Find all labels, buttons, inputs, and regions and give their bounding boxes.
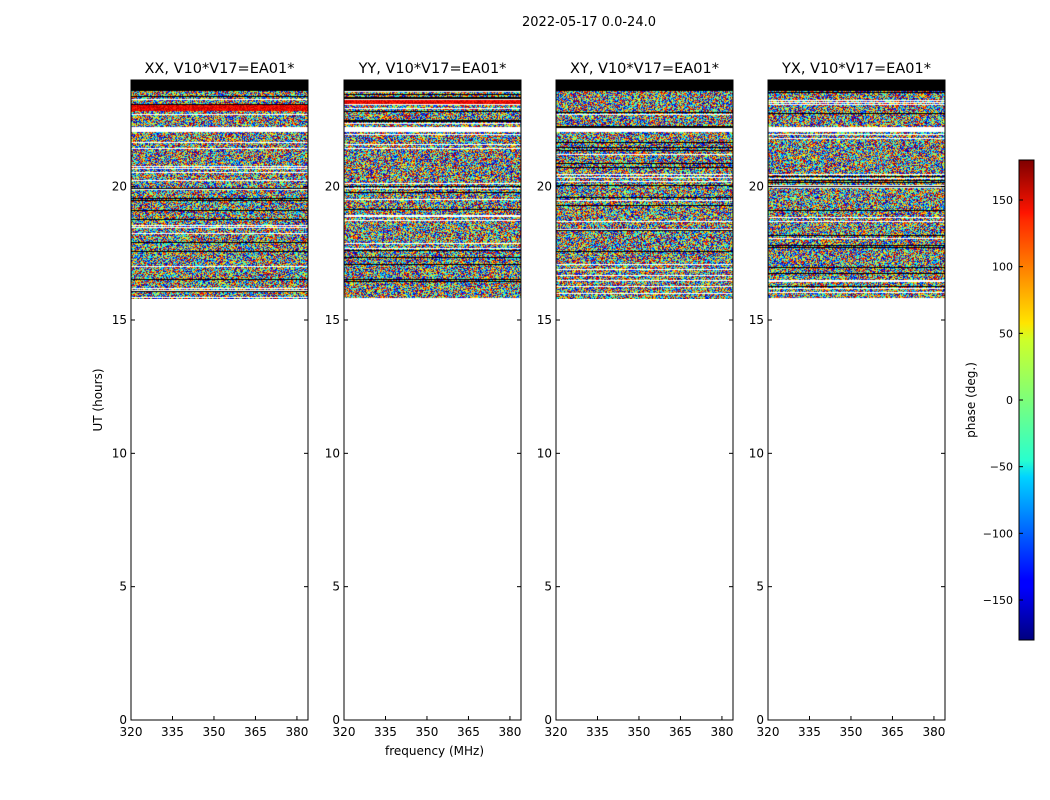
x-axis-label: frequency (MHz)	[385, 744, 484, 758]
figure-title: 2022-05-17 0.0-24.0	[522, 15, 656, 30]
colorbar-tick-label: 0	[1006, 394, 1013, 407]
heatmap-image-2	[344, 80, 521, 299]
y-tick-label: 10	[325, 446, 340, 460]
colorbar: −150 −100 −50 0 50 100 150 phase (deg.)	[964, 159, 1035, 641]
x-tick-label: 320	[545, 725, 568, 739]
y-tick-label: 20	[749, 180, 764, 194]
panel-title-2: YY, V10*V17=EA01*	[358, 61, 507, 77]
y-tick-label: 5	[119, 580, 127, 594]
y-tick-label: 20	[112, 180, 127, 194]
x-tick-label: 320	[757, 725, 780, 739]
colorbar-tick-label: 150	[992, 194, 1013, 207]
x-tick-label: 365	[881, 725, 904, 739]
x-tick-label: 350	[416, 725, 439, 739]
colorbar-tick-label: −100	[983, 527, 1013, 540]
colorbar-tick-label: −150	[983, 594, 1013, 607]
x-tick-label: 380	[285, 725, 308, 739]
x-tick-label: 365	[669, 725, 692, 739]
x-tick-label: 335	[161, 725, 184, 739]
heatmap-image-4	[768, 80, 945, 299]
x-tick-label: 380	[498, 725, 521, 739]
panel-1: XX, V10*V17=EA01* 320 335 350 365 380 0 5 10 15 20…	[91, 61, 309, 739]
x-tick-label: 335	[374, 725, 397, 739]
y-tick-label: 20	[537, 180, 552, 194]
panel-4: YX, V10*V17=EA01* 320 335 350 365 380 0 5 10 15 20	[749, 61, 946, 739]
panel-3: XY, V10*V17=EA01* 320 335 350 365 380 0 5 10 15 20	[537, 61, 734, 739]
x-tick-label: 320	[120, 725, 143, 739]
panel-title-3: XY, V10*V17=EA01*	[570, 61, 719, 77]
y-tick-label: 5	[756, 580, 764, 594]
y-tick-label: 0	[332, 713, 340, 727]
x-tick-label: 335	[798, 725, 821, 739]
plot-frame-3	[555, 79, 734, 721]
x-tick-label: 365	[457, 725, 480, 739]
x-tick-label: 350	[203, 725, 226, 739]
x-tick-label: 380	[710, 725, 733, 739]
x-tick-label: 380	[922, 725, 945, 739]
colorbar-tick-label: −50	[990, 461, 1013, 474]
colorbar-tick-label: 100	[992, 261, 1013, 274]
x-tick-label: 365	[244, 725, 267, 739]
plot-frame-4	[767, 79, 946, 721]
y-axis-label: UT (hours)	[91, 368, 105, 431]
plot-frame-2	[343, 79, 522, 721]
y-tick-label: 5	[332, 580, 340, 594]
panel-title-4: YX, V10*V17=EA01*	[781, 61, 931, 77]
x-tick-label: 320	[333, 725, 356, 739]
panel-2: YY, V10*V17=EA01* 320 335 350 365 380 0 5 10 15 20…	[325, 61, 522, 758]
y-tick-label: 0	[119, 713, 127, 727]
panels: XX, V10*V17=EA01* 320 335 350 365 380 0 5 10 15 20…	[91, 61, 946, 758]
y-tick-label: 10	[537, 446, 552, 460]
x-tick-label: 350	[628, 725, 651, 739]
y-tick-label: 0	[756, 713, 764, 727]
y-tick-label: 15	[112, 313, 127, 327]
x-tick-label: 335	[586, 725, 609, 739]
y-tick-label: 15	[749, 313, 764, 327]
colorbar-label: phase (deg.)	[964, 362, 978, 438]
y-tick-label: 0	[544, 713, 552, 727]
y-tick-label: 20	[325, 180, 340, 194]
y-tick-label: 15	[537, 313, 552, 327]
y-tick-label: 10	[112, 446, 127, 460]
panel-title-1: XX, V10*V17=EA01*	[144, 61, 294, 77]
y-tick-label: 15	[325, 313, 340, 327]
y-tick-label: 5	[544, 580, 552, 594]
plot-frame-1	[130, 79, 309, 721]
x-tick-label: 350	[840, 725, 863, 739]
colorbar-tick-label: 50	[999, 327, 1013, 340]
y-tick-label: 10	[749, 446, 764, 460]
heatmap-image-3	[556, 80, 733, 299]
heatmap-image-1	[131, 80, 308, 299]
